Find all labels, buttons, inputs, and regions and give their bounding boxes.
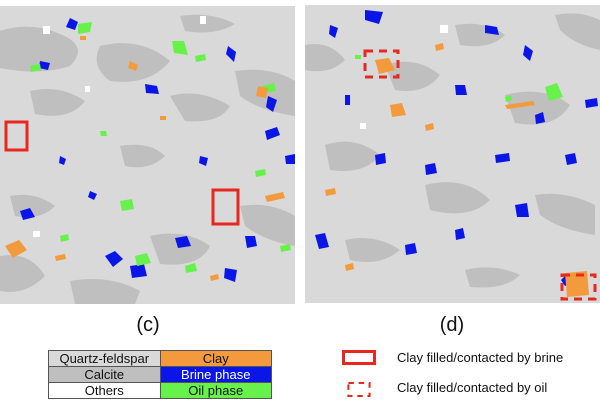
dashed-box-icon — [347, 382, 371, 397]
legend-brine-phase: Brine phase — [159, 366, 272, 383]
oil-box-2 — [560, 273, 597, 301]
segmentation-panel-d — [305, 5, 600, 303]
segmentation-panel-c — [0, 6, 295, 304]
legend-calcite: Calcite — [48, 366, 161, 383]
solid-box-icon — [342, 350, 376, 365]
panel-caption-d: (d) — [439, 314, 465, 336]
legend-others: Others — [48, 382, 161, 399]
oil-box-1 — [363, 49, 400, 79]
brine-box-1 — [4, 120, 29, 152]
box-legend-brine-label: Clay filled/contacted by brine — [397, 350, 564, 365]
phase-color-legend: Quartz-feldspar Clay Calcite Brine phase… — [48, 350, 272, 399]
box-legend-oil-label: Clay filled/contacted by oil — [397, 380, 548, 395]
legend-quartz-feldspar: Quartz-feldspar — [48, 350, 161, 367]
legend-clay: Clay — [159, 350, 272, 367]
brine-box-2 — [211, 188, 240, 226]
phase-map-d — [305, 10, 600, 301]
panel-caption-c: (c) — [136, 314, 160, 336]
phase-map-c — [0, 14, 295, 304]
legend-oil-phase: Oil phase — [159, 382, 272, 399]
